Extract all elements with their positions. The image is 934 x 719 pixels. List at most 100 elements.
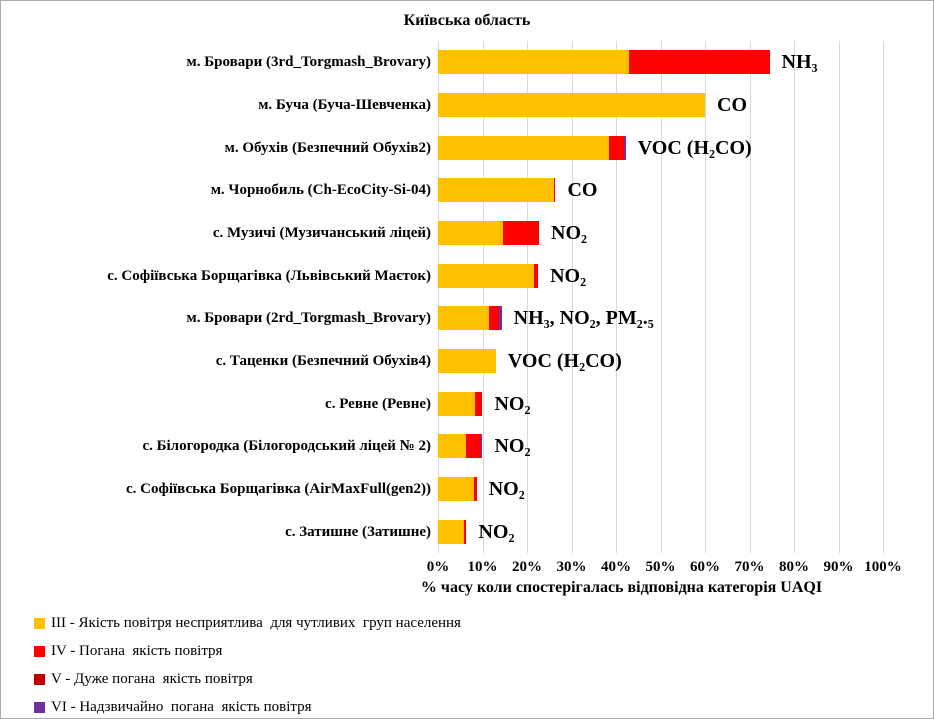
legend-item-iii: III - Якість повітря несприятлива для чу… (34, 609, 461, 637)
category-label: м. Обухів (Безпечний Обухів2) (224, 139, 431, 156)
bar-segment-iii (438, 434, 467, 459)
bar-segment-iii (438, 349, 496, 373)
x-axis-tick: 70% (734, 559, 765, 575)
bar-segment-iv (473, 477, 477, 501)
x-axis-tick: 50% (645, 559, 676, 575)
gridline (794, 41, 795, 553)
gridline (838, 41, 840, 553)
bar-segment-iv (533, 263, 539, 288)
bar-segment-iv (502, 221, 539, 245)
x-axis-tick: 40% (601, 559, 631, 575)
gridline (571, 41, 573, 553)
gridline (705, 41, 706, 553)
bar-segment-iii (438, 221, 503, 245)
category-label: с. Музичі (Музичанський ліцей) (212, 225, 431, 241)
pollutant-annotation: NO₂ (550, 264, 587, 287)
pollutant-annotation: NO₂ (494, 435, 531, 458)
gridline (749, 41, 751, 553)
legend-label: VI - Надзвичайно погана якість повітря (51, 698, 312, 715)
legend-label: IV - Погана якість повітря (51, 642, 223, 659)
bar-segment-iv (464, 519, 467, 544)
gridline (883, 41, 884, 553)
bar-row: NO₂ (438, 519, 515, 544)
x-axis-tick: 80% (779, 559, 809, 575)
bar-segment-iii (438, 477, 474, 501)
bar-row: VOC (H₂CO) (438, 349, 622, 373)
category-label: м. Чорнобиль (Ch-EcoCity-Si-04) (210, 182, 431, 199)
pollutant-annotation: NO₂ (478, 520, 515, 543)
x-axis-tick: 60% (690, 559, 720, 575)
bar-segment-iii (438, 93, 705, 117)
legend-item-iv: IV - Погана якість повітря (34, 637, 461, 665)
bar-segment-vi (499, 306, 502, 331)
bar-row: NO₂ (438, 221, 587, 245)
bar-row: VOC (H₂CO) (438, 135, 752, 160)
pollutant-annotation: NO₂ (494, 392, 531, 415)
plot-area: NH₃ CO VOC (H₂CO) CO NO₂ NO₂ NH₃, NO₂, PM₂.₅ VO… (438, 41, 884, 553)
category-label: м. Бровари (2rd_Torgmash_Brovary) (186, 310, 431, 327)
legend-swatch-icon (34, 673, 45, 685)
x-axis-tick: 10% (467, 559, 498, 575)
category-label: с. Таценки (Безпечний Обухів4) (215, 353, 431, 369)
category-label: с. Затишне (Затишне) (285, 523, 431, 540)
bar-row: NO₂ (438, 477, 525, 501)
chart-title: Київська область (403, 12, 531, 29)
gridline (438, 41, 439, 553)
bar-segment-iv (475, 391, 483, 416)
bar-segment-iii (438, 135, 610, 160)
bar-segment-iv (629, 50, 770, 75)
legend-item-v: V - Дуже погана якість повітря (34, 665, 461, 693)
gridline (616, 41, 617, 553)
legend-swatch-icon (34, 701, 45, 713)
bar-segment-iv (466, 434, 481, 459)
x-axis-tick-labels: 0% 10% 20% 30% 40% 50% 60% 70% 80% 90% 100% (427, 559, 902, 577)
legend-item-vi: VI - Надзвичайно погана якість повітря (34, 693, 461, 718)
bar-segment-iii (438, 519, 465, 544)
bar-segment-vi (480, 434, 483, 459)
category-label: с. Софіївська Борщагівка (AirMaxFull(gen… (125, 481, 431, 497)
bar-segment-iii (438, 263, 534, 288)
bar-segment-iii (438, 391, 476, 416)
bar-row: NH₃ (438, 50, 818, 75)
category-label: м. Буча (Буча-Шевченка) (258, 97, 431, 113)
pollutant-annotation: NO₂ (488, 478, 525, 500)
bar-row: NH₃, NO₂, PM₂.₅ (438, 306, 654, 331)
bar-segment-iii (438, 306, 490, 331)
bar-segment-iii (438, 178, 554, 203)
legend-label: III - Якість повітря несприятлива для чу… (51, 614, 461, 631)
pollutant-annotation: NH₃ (781, 51, 818, 74)
x-axis-tick: 90% (823, 559, 854, 575)
x-axis-tick: 30% (556, 559, 587, 575)
legend-label: V - Дуже погана якість повітря (51, 670, 253, 687)
pollutant-annotation: CO (567, 179, 598, 202)
gridline (660, 41, 662, 553)
pollutant-annotation: CO (717, 94, 747, 116)
pollutant-annotation: VOC (H₂CO) (507, 350, 622, 372)
pollutant-annotation: VOC (H₂CO) (637, 136, 752, 159)
x-axis-title: % часу коли спостерігалась відповідна ка… (420, 579, 823, 596)
pollutant-annotation: NH₃, NO₂, PM₂.₅ (513, 307, 654, 330)
category-label: м. Бровари (3rd_Torgmash_Brovary) (186, 54, 431, 71)
legend-swatch-icon (34, 617, 45, 629)
bar-segment-vi (623, 135, 626, 160)
bar-segment-iv (553, 178, 556, 203)
bar-row: NO₂ (438, 434, 531, 459)
bar-segment-iv (489, 306, 500, 331)
legend: III - Якість повітря несприятлива для чу… (34, 609, 461, 718)
x-axis-tick: 100% (864, 559, 902, 575)
category-label: с. Білогородка (Білогородський ліцей № 2… (142, 438, 431, 455)
pollutant-annotation: NO₂ (551, 222, 587, 244)
category-label: с. Софіївська Борщагівка (Львівський Має… (107, 267, 431, 284)
bar-row: CO (438, 178, 598, 203)
x-axis-tick: 0% (426, 559, 450, 575)
bar-segment-iii (438, 50, 630, 75)
bar-row: NO₂ (438, 263, 587, 288)
bar-row: CO (438, 93, 747, 117)
bar-segment-iv (609, 135, 624, 160)
gridline (527, 41, 528, 553)
bar-row: NO₂ (438, 391, 531, 416)
category-label-column: м. Бровари (3rd_Torgmash_Brovary) м. Буча… (1, 41, 431, 553)
gridline (482, 41, 484, 553)
x-axis-tick: 20% (512, 559, 542, 575)
